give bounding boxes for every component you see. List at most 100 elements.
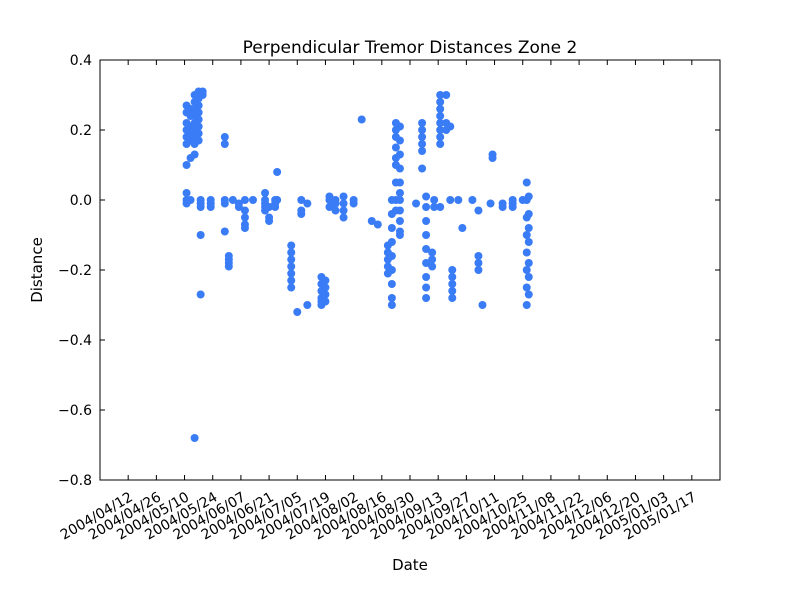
- data-point: [395, 231, 404, 239]
- data-point: [196, 231, 205, 239]
- data-point: [196, 290, 205, 299]
- data-point: [224, 262, 233, 271]
- data-point: [387, 294, 396, 302]
- data-points: [182, 87, 533, 442]
- data-point: [287, 269, 296, 278]
- data-point: [436, 140, 445, 148]
- data-point: [524, 259, 533, 267]
- data-point: [448, 280, 457, 288]
- data-point: [474, 206, 483, 215]
- data-point: [395, 206, 404, 215]
- data-point: [436, 98, 445, 106]
- data-point: [422, 203, 431, 211]
- data-point: [436, 105, 445, 113]
- data-point: [428, 262, 437, 271]
- data-point: [248, 196, 257, 204]
- data-point: [474, 266, 483, 274]
- data-point: [303, 301, 312, 309]
- data-point: [196, 203, 205, 211]
- data-point: [387, 301, 396, 309]
- data-point: [422, 231, 431, 239]
- data-point: [488, 154, 497, 162]
- data-point: [287, 283, 296, 292]
- data-point: [422, 217, 431, 225]
- data-point: [265, 217, 274, 225]
- data-point: [522, 283, 531, 292]
- data-point: [436, 112, 445, 120]
- data-point: [387, 280, 396, 288]
- y-tick-label: 0.4: [70, 53, 92, 69]
- data-point: [524, 273, 533, 281]
- data-point: [436, 126, 445, 134]
- data-point: [524, 290, 533, 299]
- data-point: [339, 199, 348, 208]
- y-tick-label: −0.2: [58, 263, 92, 279]
- x-axis-label: Date: [392, 556, 428, 574]
- data-point: [331, 199, 340, 208]
- data-point: [182, 189, 191, 197]
- y-tick-label: 0.2: [70, 123, 92, 139]
- data-point: [234, 203, 243, 211]
- data-point: [206, 203, 215, 211]
- data-point: [194, 108, 203, 117]
- data-point: [422, 192, 431, 201]
- data-point: [325, 203, 334, 211]
- data-point: [303, 199, 312, 208]
- data-point: [418, 126, 427, 134]
- data-point: [367, 217, 376, 225]
- data-point: [468, 196, 477, 204]
- data-point: [474, 252, 483, 260]
- data-point: [186, 196, 195, 204]
- data-point: [198, 91, 207, 99]
- data-point: [442, 91, 451, 99]
- data-point: [339, 206, 348, 215]
- data-point: [321, 297, 330, 306]
- data-point: [190, 434, 199, 442]
- data-point: [190, 150, 199, 159]
- data-point: [261, 189, 270, 197]
- data-point: [454, 196, 463, 204]
- data-point: [240, 224, 249, 232]
- data-point: [220, 140, 229, 148]
- data-point: [321, 276, 330, 285]
- data-point: [395, 122, 404, 131]
- data-point: [524, 238, 533, 246]
- data-point: [448, 266, 457, 274]
- data-point: [240, 213, 249, 222]
- data-point: [430, 203, 439, 211]
- data-point: [273, 196, 282, 204]
- data-point: [430, 196, 439, 204]
- data-point: [448, 273, 457, 281]
- data-point: [522, 301, 531, 309]
- data-point: [422, 273, 431, 281]
- data-point: [436, 91, 445, 99]
- data-point: [474, 259, 483, 267]
- data-point: [194, 115, 203, 124]
- data-point: [418, 147, 427, 155]
- data-point: [194, 101, 203, 110]
- data-point: [273, 168, 282, 176]
- data-point: [287, 241, 296, 250]
- data-point: [498, 203, 507, 211]
- data-point: [339, 192, 348, 201]
- data-point: [448, 287, 457, 295]
- data-point: [321, 283, 330, 292]
- data-point: [522, 248, 531, 257]
- data-point: [228, 196, 237, 204]
- data-point: [331, 206, 340, 215]
- data-point: [436, 133, 445, 141]
- data-point: [395, 189, 404, 197]
- data-point: [524, 224, 533, 232]
- data-point: [297, 210, 306, 218]
- y-tick-label: −0.4: [58, 333, 92, 349]
- data-point: [436, 203, 445, 211]
- data-point: [395, 136, 404, 145]
- y-tick-label: −0.6: [58, 403, 92, 419]
- data-point: [220, 227, 229, 236]
- data-point: [287, 262, 296, 271]
- data-point: [220, 199, 229, 208]
- data-point: [391, 143, 400, 152]
- data-point: [220, 133, 229, 141]
